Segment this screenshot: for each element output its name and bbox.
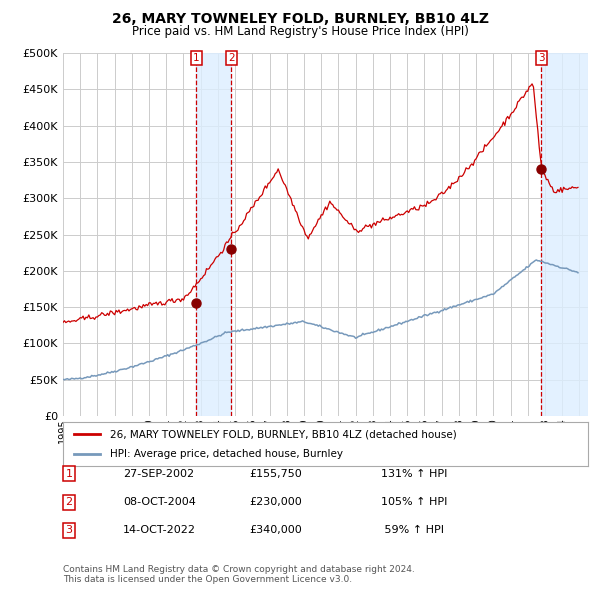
Bar — [541, 53, 588, 416]
Text: £155,750: £155,750 — [249, 469, 302, 478]
Text: Price paid vs. HM Land Registry's House Price Index (HPI): Price paid vs. HM Land Registry's House … — [131, 25, 469, 38]
Text: 08-OCT-2004: 08-OCT-2004 — [123, 497, 196, 507]
Text: 2: 2 — [65, 497, 73, 507]
Text: 2: 2 — [228, 53, 235, 63]
Text: 3: 3 — [538, 53, 545, 63]
Text: 131% ↑ HPI: 131% ↑ HPI — [381, 469, 448, 478]
Text: 26, MARY TOWNELEY FOLD, BURNLEY, BB10 4LZ: 26, MARY TOWNELEY FOLD, BURNLEY, BB10 4L… — [112, 12, 488, 26]
Text: £340,000: £340,000 — [249, 526, 302, 535]
Text: This data is licensed under the Open Government Licence v3.0.: This data is licensed under the Open Gov… — [63, 575, 352, 584]
Text: 27-SEP-2002: 27-SEP-2002 — [123, 469, 194, 478]
Text: Contains HM Land Registry data © Crown copyright and database right 2024.: Contains HM Land Registry data © Crown c… — [63, 565, 415, 574]
Text: 105% ↑ HPI: 105% ↑ HPI — [381, 497, 448, 507]
Text: 14-OCT-2022: 14-OCT-2022 — [123, 526, 196, 535]
Text: 59% ↑ HPI: 59% ↑ HPI — [381, 526, 444, 535]
Text: £230,000: £230,000 — [249, 497, 302, 507]
Text: 1: 1 — [193, 53, 200, 63]
Text: 26, MARY TOWNELEY FOLD, BURNLEY, BB10 4LZ (detached house): 26, MARY TOWNELEY FOLD, BURNLEY, BB10 4L… — [110, 430, 457, 439]
Text: 3: 3 — [65, 526, 73, 535]
Text: 1: 1 — [65, 469, 73, 478]
Bar — [196, 53, 231, 416]
Text: HPI: Average price, detached house, Burnley: HPI: Average price, detached house, Burn… — [110, 449, 343, 458]
